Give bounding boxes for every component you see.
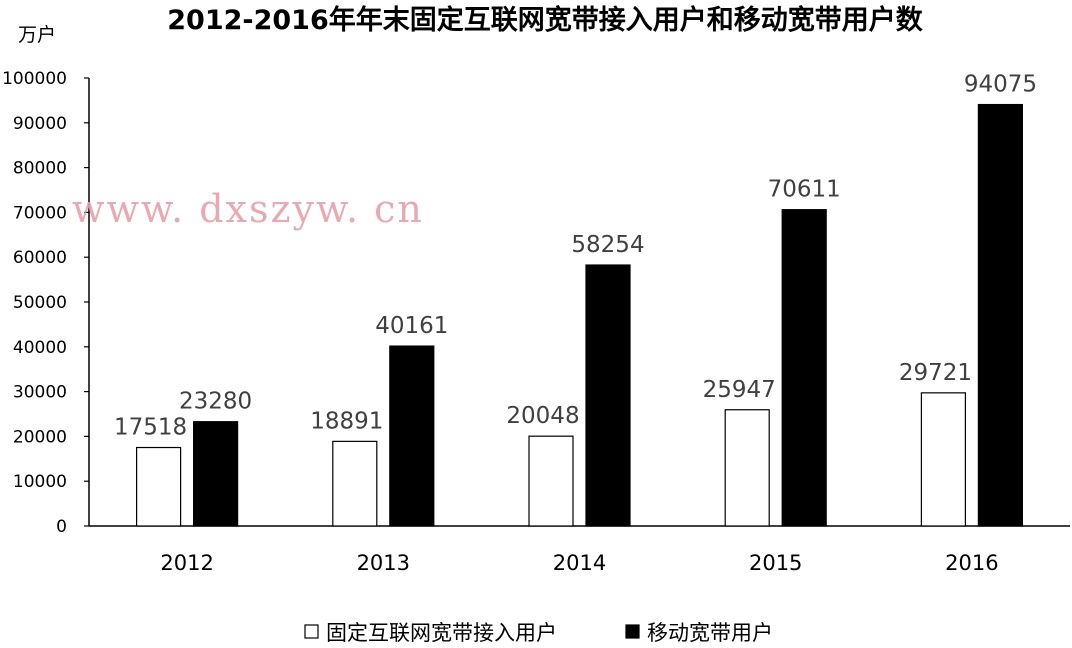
y-tick-label: 70000 xyxy=(13,203,67,223)
y-axis-unit-label: 万户 xyxy=(18,24,56,46)
bar-mobile-broadband xyxy=(977,103,1024,527)
bar-mobile-broadband xyxy=(389,345,435,527)
y-tick-label: 60000 xyxy=(13,248,67,268)
y-tick-label: 20000 xyxy=(13,427,67,447)
y-tick-label: 80000 xyxy=(13,159,67,179)
x-tick-label: 2016 xyxy=(945,551,998,575)
x-tick-label: 2014 xyxy=(553,551,606,575)
x-axis-ticks: 2012 2013 2014 2015 2016 xyxy=(160,551,998,575)
watermark: www. dxszyw. cn xyxy=(72,187,424,231)
data-label-mobile-broadband: 94075 xyxy=(964,72,1037,98)
y-tick-label: 40000 xyxy=(13,338,67,358)
y-tick-label: 100000 xyxy=(2,69,67,89)
y-tick-label: 0 xyxy=(56,517,67,537)
legend-label-mobile-broadband: 移动宽带用户 xyxy=(647,621,773,645)
bar-fixed-broadband xyxy=(920,392,967,527)
data-label-mobile-broadband: 58254 xyxy=(571,232,644,258)
data-label-fixed-broadband: 18891 xyxy=(310,408,383,434)
legend-label-fixed-broadband: 固定互联网宽带接入用户 xyxy=(326,621,557,645)
data-label-fixed-broadband: 29721 xyxy=(899,360,972,386)
y-tick-label: 30000 xyxy=(13,383,67,403)
bars-group xyxy=(136,103,1024,527)
bar-fixed-broadband xyxy=(724,409,770,527)
legend-swatch-fixed-broadband xyxy=(304,624,319,639)
bar-fixed-broadband xyxy=(332,440,378,527)
y-tick-label: 90000 xyxy=(13,114,67,134)
bar-mobile-broadband xyxy=(585,264,631,527)
data-label-fixed-broadband: 20048 xyxy=(506,403,579,429)
legend-swatch-mobile-broadband xyxy=(625,624,640,639)
bar-fixed-broadband xyxy=(136,446,182,527)
bar-mobile-broadband xyxy=(193,421,239,527)
chart-title: 2012-2016年年末固定互联网宽带接入用户和移动宽带用户数 xyxy=(167,4,923,36)
data-label-fixed-broadband: 17518 xyxy=(114,415,187,441)
bar-mobile-broadband xyxy=(781,209,827,527)
x-tick-label: 2013 xyxy=(357,551,410,575)
legend: 固定互联网宽带接入用户 移动宽带用户 xyxy=(304,621,773,645)
data-label-fixed-broadband: 25947 xyxy=(703,377,776,403)
data-label-mobile-broadband: 40161 xyxy=(375,313,448,339)
x-tick-label: 2012 xyxy=(160,551,213,575)
data-label-mobile-broadband: 70611 xyxy=(768,177,841,203)
bar-fixed-broadband xyxy=(528,435,574,527)
data-label-mobile-broadband: 23280 xyxy=(179,389,252,415)
y-tick-label: 50000 xyxy=(13,293,67,313)
y-axis-ticks: 0 10000 20000 30000 40000 50000 60000 70000 8000… xyxy=(2,69,89,537)
x-tick-label: 2015 xyxy=(749,551,802,575)
y-tick-label: 10000 xyxy=(13,472,67,492)
